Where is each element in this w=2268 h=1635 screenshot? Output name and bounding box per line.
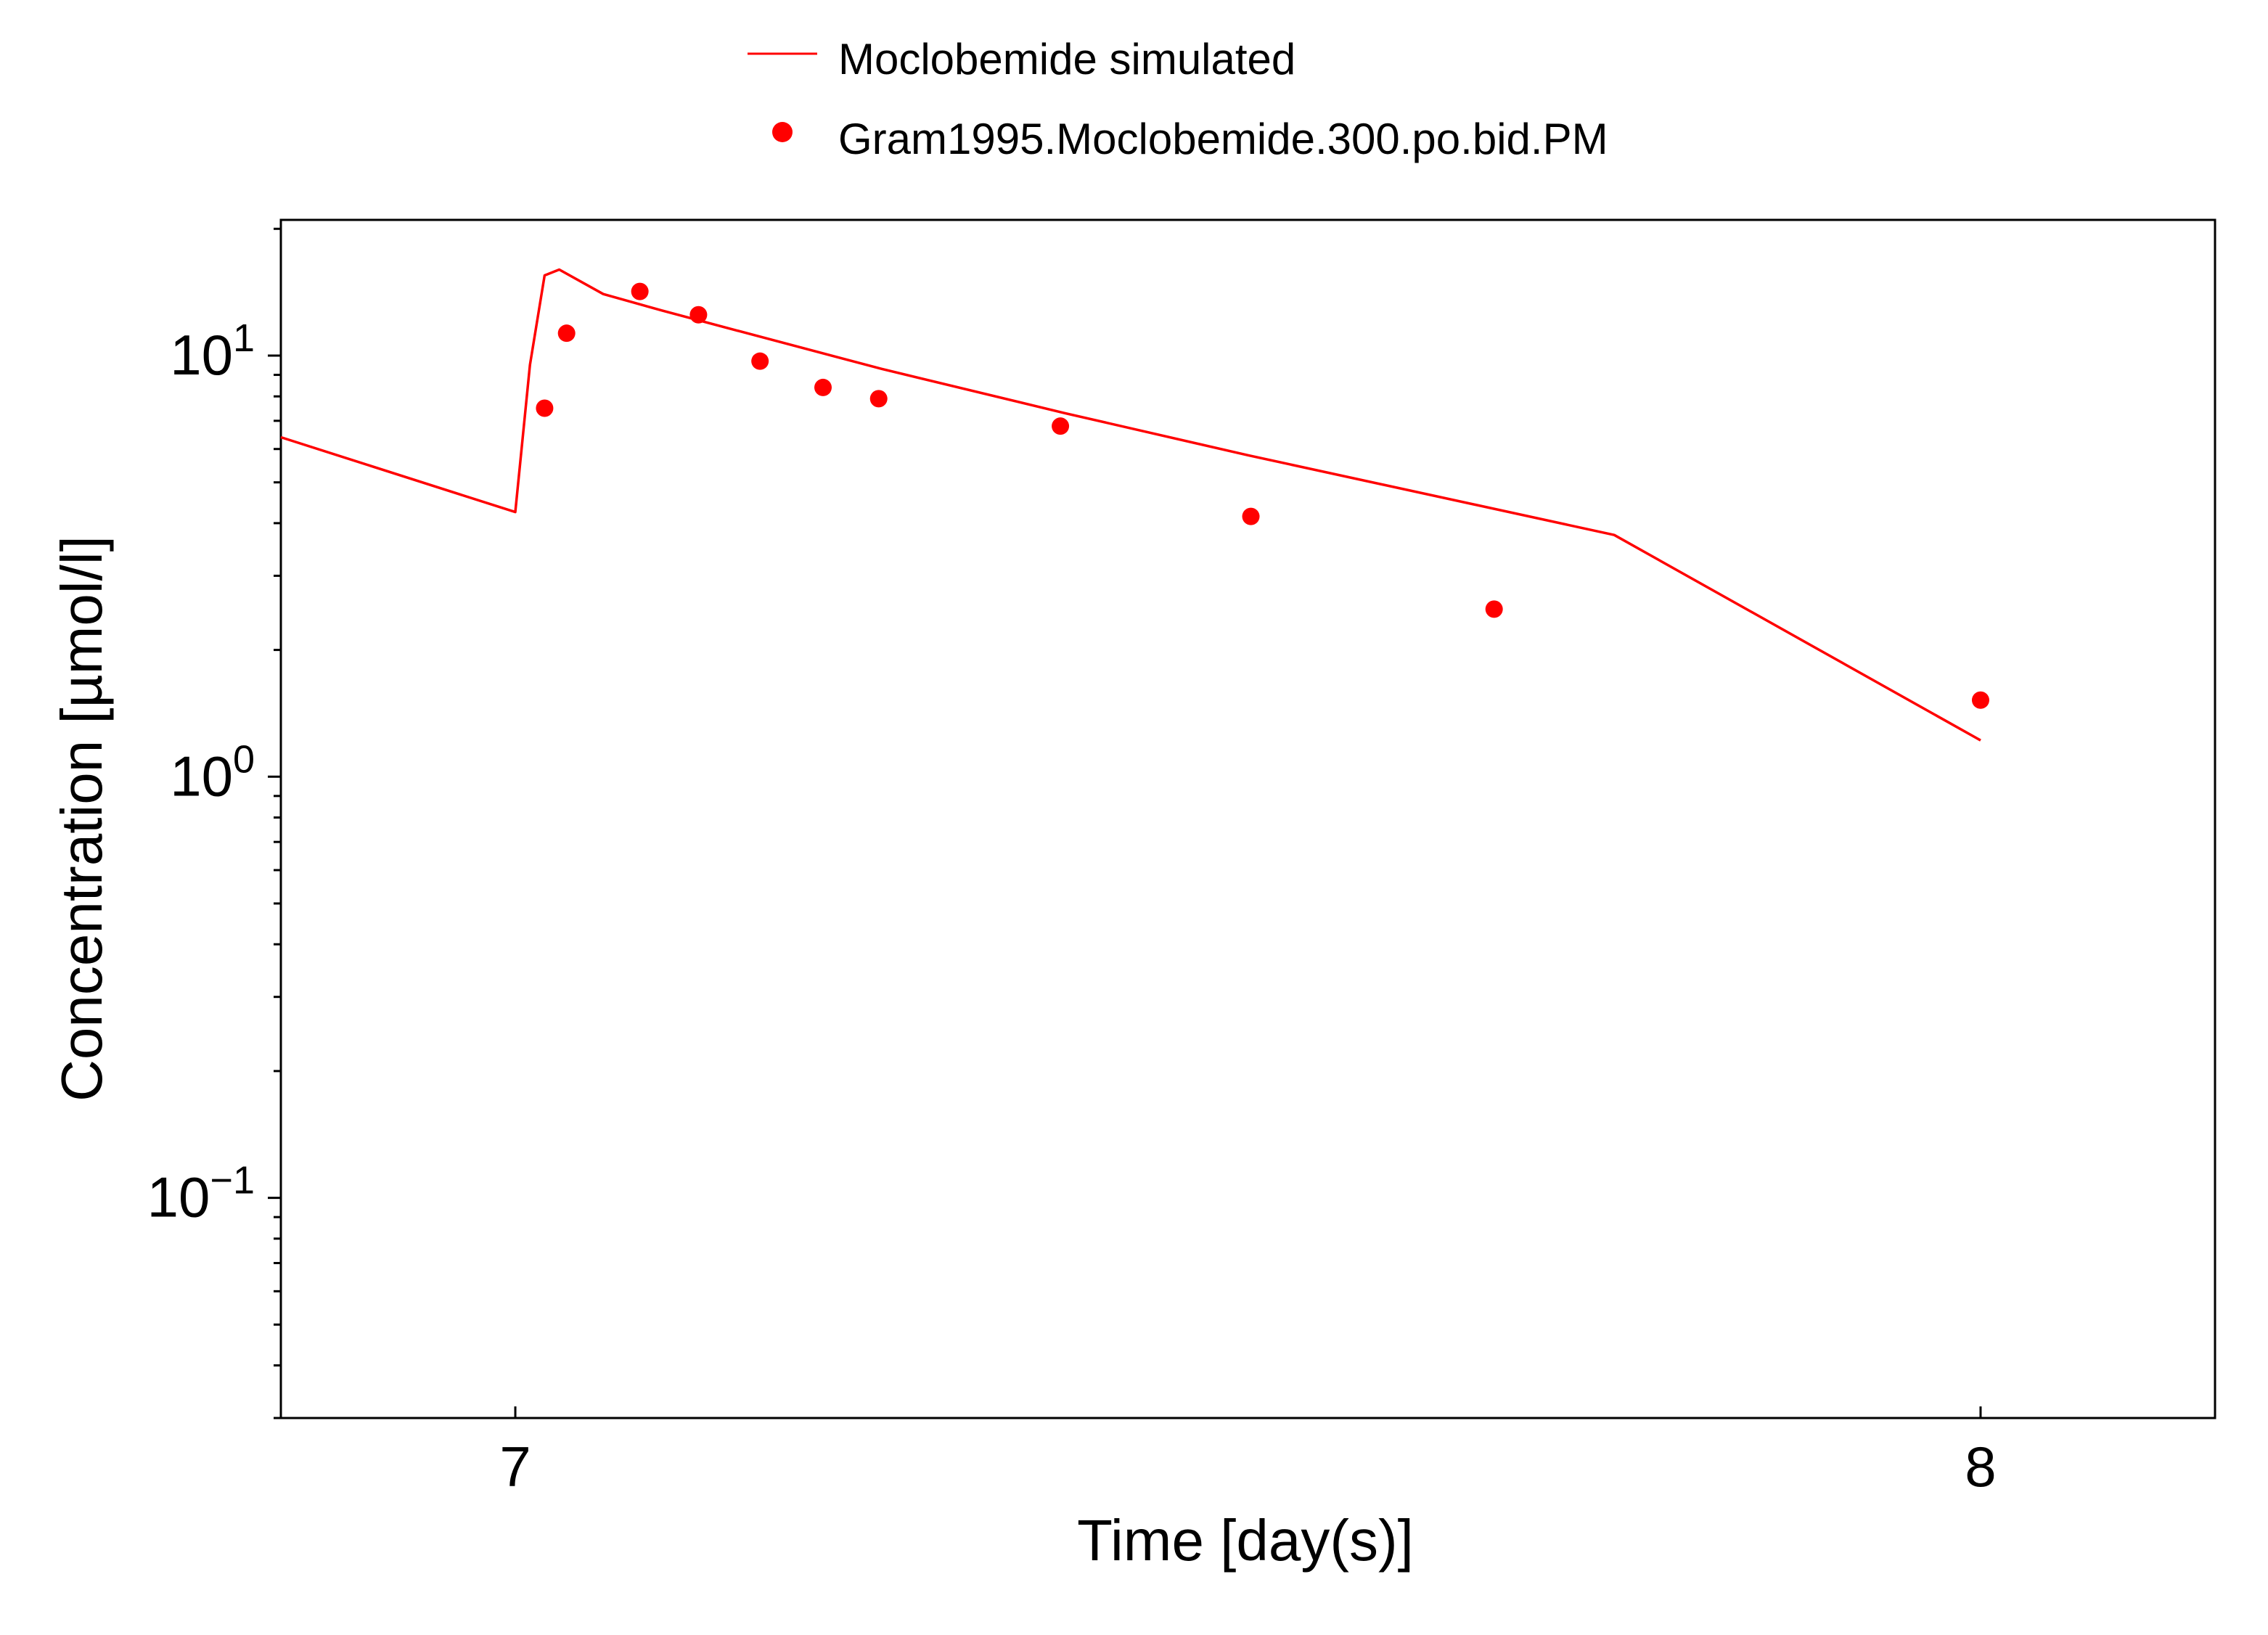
observed-point (751, 352, 769, 370)
observed-point (1242, 507, 1260, 525)
y-tick-label: 101 (170, 316, 255, 387)
observed-point (631, 282, 649, 300)
simulated-line (280, 268, 1981, 742)
observed-point (689, 306, 708, 324)
x-tick-label: 7 (499, 1435, 531, 1499)
x-tick-label: 8 (1965, 1435, 1996, 1499)
observed-point (1485, 600, 1503, 618)
observed-point (536, 399, 554, 417)
y-axis-label: Concentration [µmol/l] (49, 536, 114, 1102)
observed-point (869, 390, 888, 408)
legend-marker-swatch (772, 122, 793, 142)
observed-point (557, 324, 576, 343)
observed-point (1052, 417, 1070, 435)
y-tick-label: 10−1 (147, 1159, 255, 1229)
legend: Moclobemide simulated Gram1995.Moclobemi… (748, 35, 1608, 163)
legend-label-observed: Gram1995.Moclobemide.300.po.bid.PM (838, 115, 1608, 163)
observed-point (1971, 691, 1989, 709)
legend-label-simulated: Moclobemide simulated (838, 35, 1295, 83)
y-axis-ticks: 10−1 100 101 (147, 227, 281, 1419)
y-tick-label: 100 (170, 737, 255, 808)
series-layer (280, 268, 1989, 742)
plot-frame (279, 218, 2216, 1419)
observed-point (814, 378, 832, 396)
x-axis-label: Time [day(s)] (1077, 1508, 1414, 1573)
